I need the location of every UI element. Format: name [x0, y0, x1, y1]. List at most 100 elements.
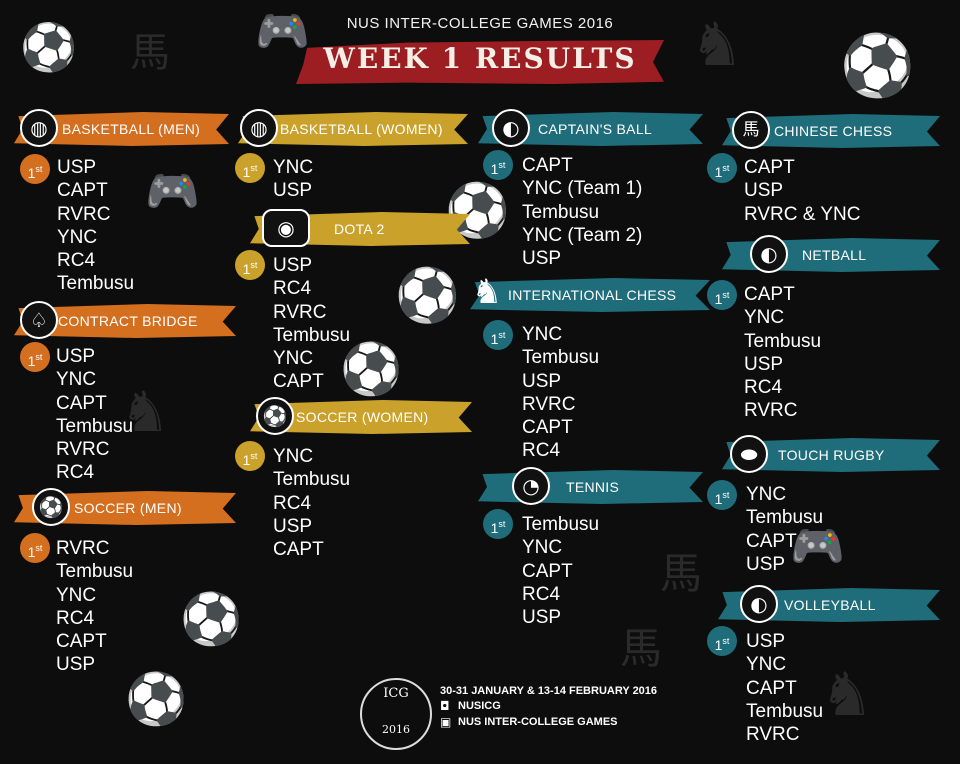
rank-badge: 1st	[707, 480, 737, 510]
list-item: RVRC	[56, 439, 110, 461]
list-item: CAPT	[56, 392, 107, 414]
list-item: YNC	[522, 324, 563, 345]
list-item: Tembusu	[746, 700, 824, 722]
results-tennis: Tembusu YNC CAPT RC4 USP	[522, 513, 599, 629]
chess-knight-icon: ♞	[471, 272, 503, 312]
week-banner	[296, 40, 664, 84]
results-volleyball: USP YNC CAPT Tembusu RVRC	[746, 630, 823, 746]
soccer-ball-icon: ⚽	[125, 670, 188, 728]
list-item: RVRC	[746, 724, 800, 746]
chinese-chess-piece-icon: 馬	[732, 111, 770, 149]
basketball-icon: ◍	[20, 109, 58, 147]
list-item: YNC	[273, 157, 314, 178]
list-item: CAPT	[744, 157, 795, 178]
list-item: CAPT	[273, 371, 324, 393]
rank-badge: 1st	[235, 250, 265, 280]
list-item: Tembusu	[522, 201, 600, 223]
list-item: RVRC	[57, 203, 111, 225]
list-item: YNC	[273, 446, 314, 467]
rank-badge: 1st	[707, 280, 737, 310]
facebook-icon: ▣	[440, 715, 452, 729]
week-title: WEEK 1 RESULTS	[323, 42, 637, 75]
list-item: USP	[744, 180, 784, 202]
list-item: YNC	[57, 226, 98, 248]
list-item: CAPT	[746, 530, 797, 552]
basketball-icon: ◍	[240, 109, 278, 147]
banner-netball: ◐ NETBALL	[722, 235, 940, 273]
list-item: YNC (Team 2)	[522, 224, 643, 246]
tennis-ball-icon: ◔	[512, 467, 550, 505]
banner-international-chess: ♞ INTERNATIONAL CHESS	[470, 272, 710, 312]
banner-soccer-men: ⚽ SOCCER (MEN)	[14, 488, 236, 526]
list-item: USP	[744, 353, 784, 375]
results-contract-bridge: USP YNC CAPT Tembusu RVRC RC4	[56, 345, 133, 485]
icg-logo: ICG 2016	[360, 678, 432, 750]
results-basketball-men: USP CAPT RVRC YNC RC4 Tembusu	[57, 156, 134, 296]
banner-basketball-women: ◍ BASKETBALL (WOMEN)	[238, 109, 468, 147]
rank-badge: 1st	[235, 441, 265, 471]
list-item: USP	[522, 370, 562, 392]
list-item: Tembusu	[273, 469, 351, 491]
list-item: YNC	[522, 537, 563, 559]
list-item: CAPT	[522, 560, 573, 582]
rank-badge: 1st	[707, 626, 737, 656]
list-item: USP	[273, 255, 313, 276]
event-dates: 30-31 JANUARY & 13-14 FEBRUARY 2016	[440, 685, 658, 697]
list-item: YNC (Team 1)	[522, 178, 643, 200]
list-item: Tembusu	[57, 273, 135, 295]
chinese-chess-piece-icon: 馬	[660, 549, 703, 598]
results-soccer-men: RVRC Tembusu YNC RC4 CAPT USP	[56, 537, 133, 677]
rank-badge: 1st	[483, 150, 513, 180]
results-chinese-chess: CAPT USP RVRC & YNC	[744, 156, 861, 226]
facebook-page: NUS INTER-COLLEGE GAMES	[458, 716, 618, 728]
chinese-chess-piece-icon: 馬	[620, 624, 663, 673]
gamepad-icon: ◉	[262, 209, 310, 247]
list-item: CAPT	[56, 631, 107, 653]
results-touch-rugby: YNC Tembusu CAPT USP	[746, 483, 823, 576]
list-item: Tembusu	[522, 347, 600, 369]
results-international-chess: YNC Tembusu USP RVRC CAPT RC4	[522, 323, 599, 463]
results-netball: CAPT YNC Tembusu USP RC4 RVRC	[744, 283, 821, 423]
results-soccer-women: YNC Tembusu RC4 USP CAPT	[273, 445, 350, 561]
banner-basketball-men: ◍ BASKETBALL (MEN)	[14, 109, 229, 147]
gamepad-icon: 🎮	[145, 166, 200, 217]
list-item: YNC	[273, 348, 314, 370]
list-item: Tembusu	[56, 561, 134, 583]
spade-icon: ♤	[20, 301, 58, 339]
rank-badge: 1st	[483, 509, 513, 539]
rank-badge: 1st	[20, 533, 50, 563]
list-item: USP	[57, 157, 97, 178]
list-item: Tembusu	[744, 330, 822, 352]
soccer-ball-icon: ⚽	[32, 488, 70, 526]
list-item: USP	[273, 515, 313, 537]
list-item: RVRC	[744, 400, 798, 422]
results-dota2: USP RC4 RVRC Tembusu YNC CAPT	[273, 254, 350, 394]
banner-contract-bridge: ♤ CONTRACT BRIDGE	[14, 301, 236, 339]
banner-dota2: ◉ DOTA 2	[250, 209, 470, 247]
list-item: USP	[522, 607, 562, 629]
list-item: USP	[273, 180, 313, 202]
list-item: CAPT	[273, 539, 324, 561]
soccer-ball-icon: ⚽	[256, 397, 294, 435]
event-title: NUS INTER-COLLEGE GAMES 2016	[346, 15, 614, 32]
list-item: USP	[522, 248, 562, 270]
rank-badge: 1st	[707, 153, 737, 183]
rugby-ball-icon: ⬬	[730, 435, 768, 473]
list-item: RC4	[522, 583, 561, 605]
soccer-ball-icon: ⚽	[395, 266, 460, 326]
banner-touch-rugby: ⬬ TOUCH RUGBY	[722, 435, 940, 473]
chess-knight-icon: ♞	[820, 660, 874, 730]
list-item: RC4	[273, 492, 312, 514]
banner-soccer-women: ⚽ SOCCER (WOMEN)	[250, 397, 472, 435]
list-item: RC4	[273, 278, 312, 300]
rank-badge: 1st	[235, 153, 265, 183]
list-item: USP	[746, 631, 786, 652]
list-item: RC4	[522, 440, 561, 462]
rank-badge: 1st	[20, 342, 50, 372]
instagram-icon: ◘	[440, 699, 450, 713]
list-item: CAPT	[744, 284, 795, 305]
list-item: Tembusu	[746, 507, 824, 529]
list-item: Tembusu	[522, 514, 600, 535]
list-item: RC4	[744, 377, 783, 399]
instagram-handle: NUSICG	[458, 700, 501, 712]
